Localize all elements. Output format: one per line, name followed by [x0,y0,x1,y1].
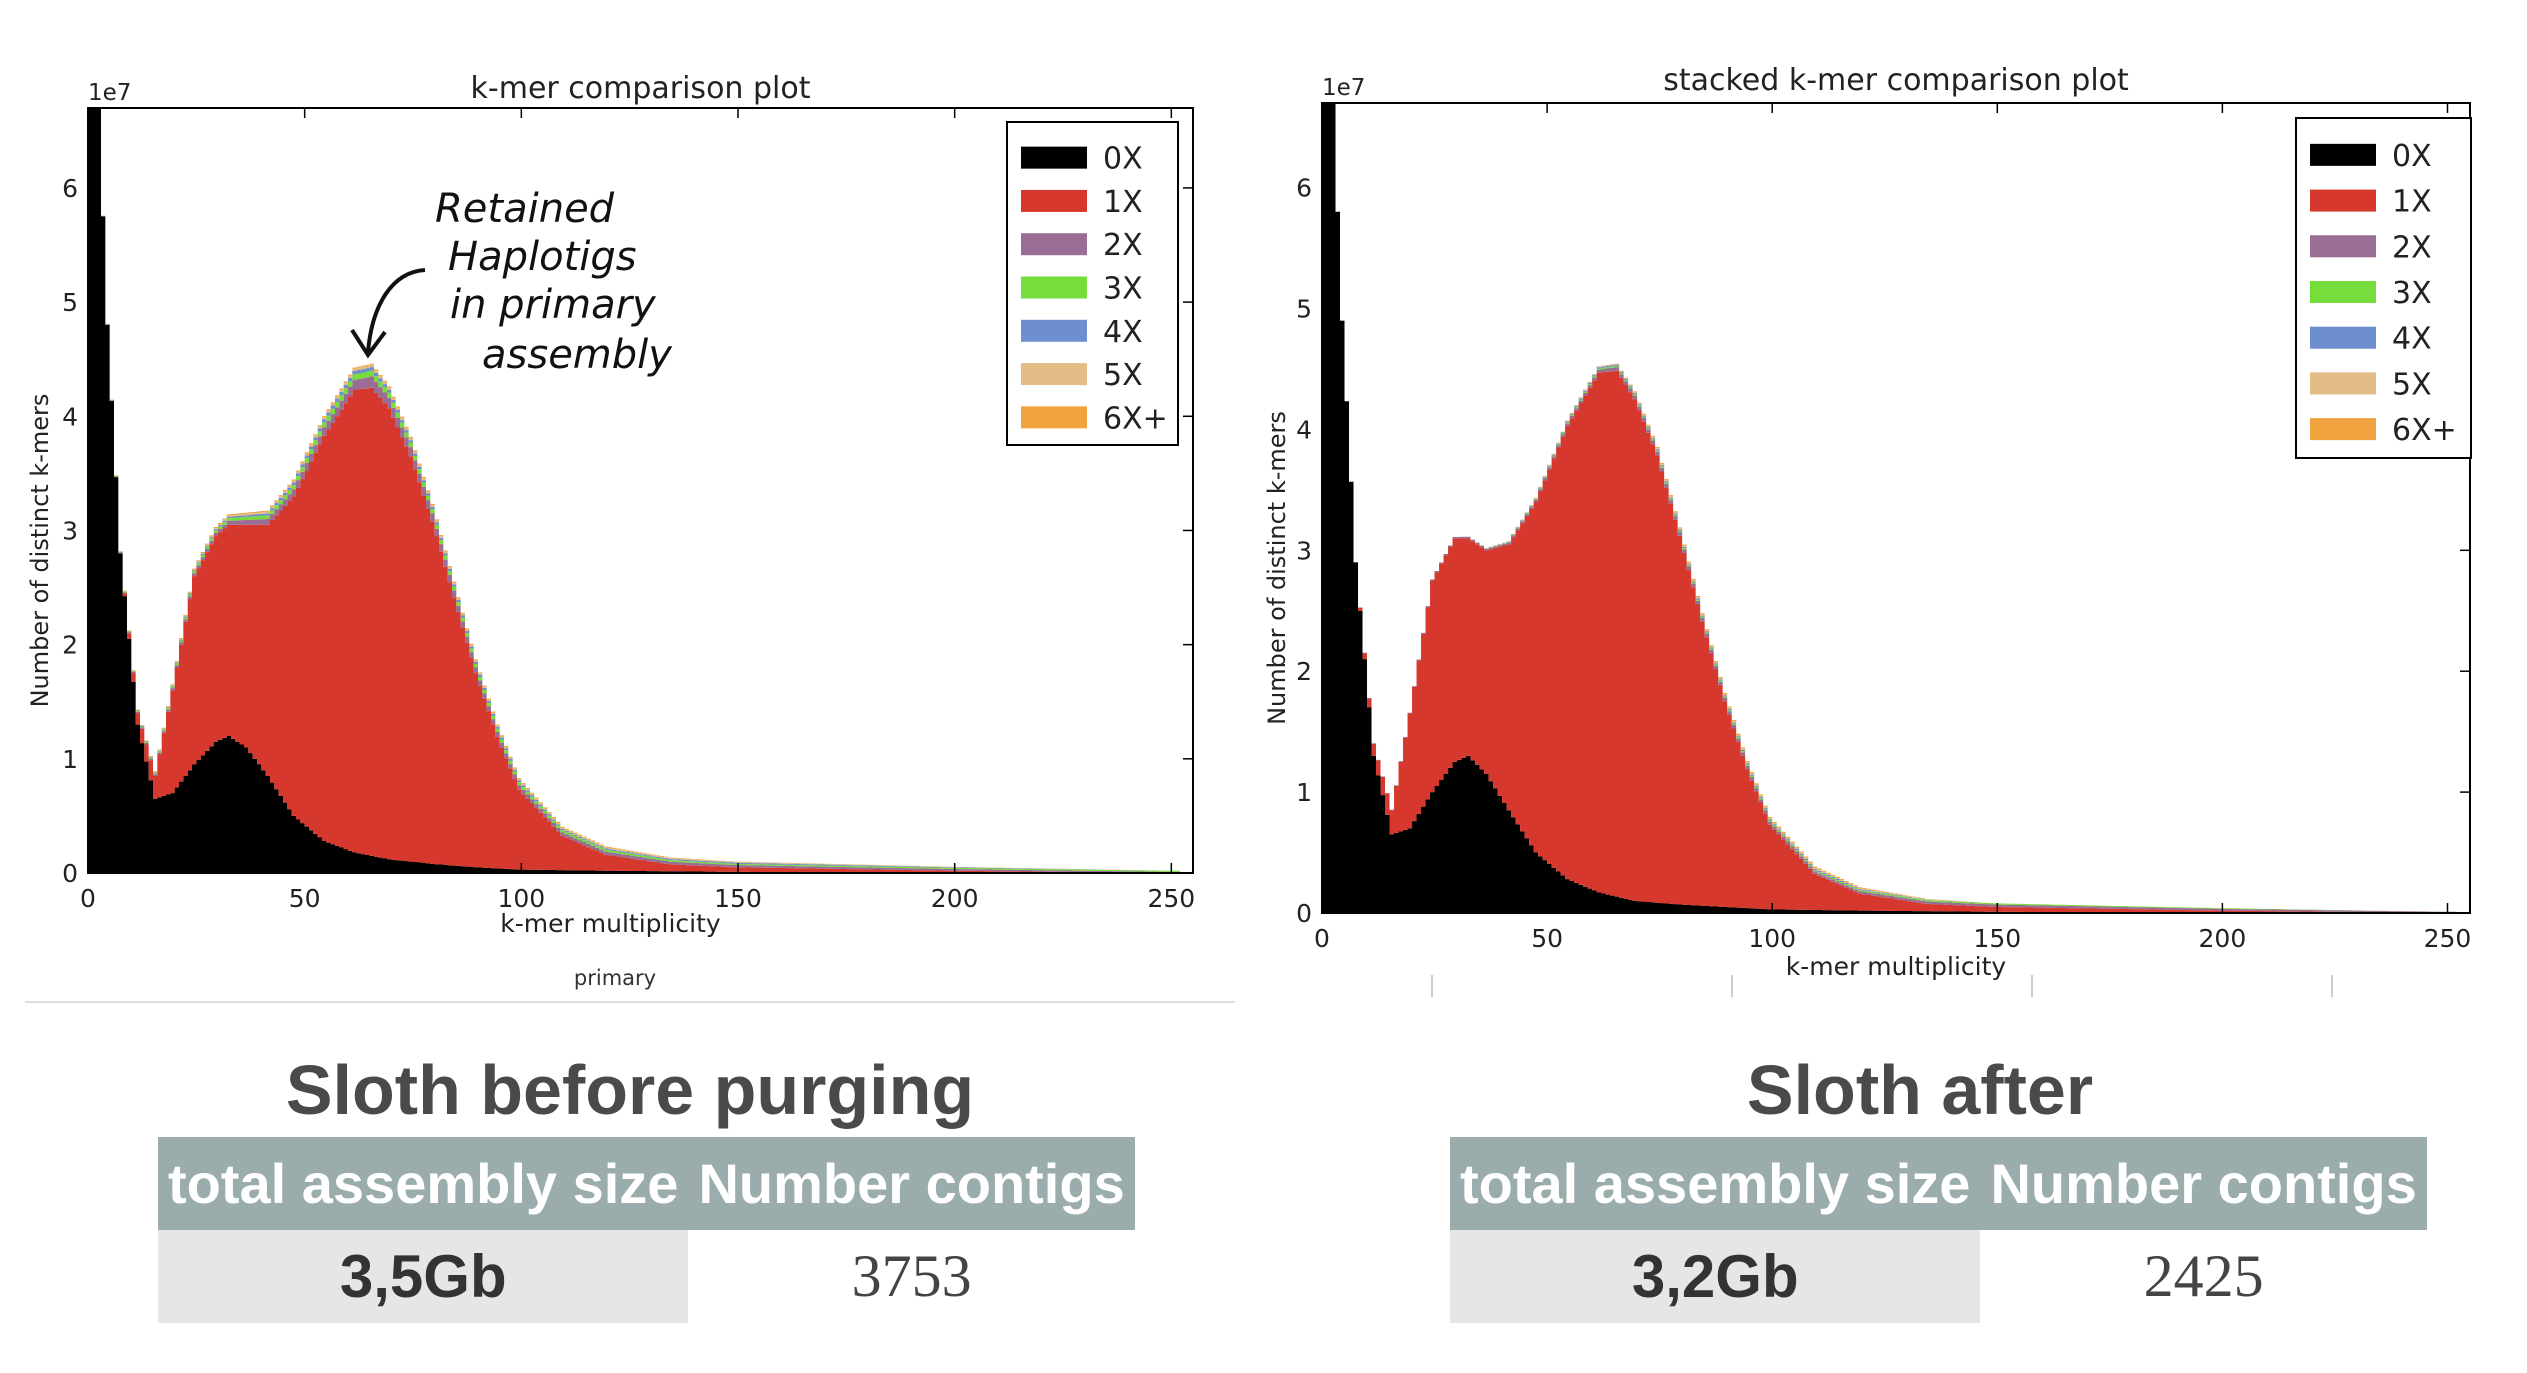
chart2-legend-swatch [2310,418,2376,441]
chart1-x-tick-label: 100 [497,884,545,913]
chart1-y-tick-label: 5 [62,288,78,317]
chart2-y-tick-label: 3 [1296,536,1312,565]
chart2-legend-label: 5X [2392,367,2432,402]
chart1-legend-swatch [1021,406,1087,429]
chart1-legend-swatch [1021,146,1087,169]
after-size-header: total assembly size [1450,1137,1981,1230]
chart1-x-tick-label: 150 [714,884,762,913]
chart2-legend-swatch [2310,189,2376,212]
chart2-legend-swatch [2310,143,2376,166]
chart2-legend-label: 3X [2392,276,2432,311]
chart1-title: k-mer comparison plot [471,71,811,106]
chart2-x-tick-label: 200 [2199,924,2247,953]
chart2-y-tick-label: 5 [1296,295,1312,324]
chart1-legend-swatch [1021,233,1087,256]
chart1-x-tick-label: 200 [931,884,979,913]
chart2-legend-swatch [2310,326,2376,349]
before-contigs-value: 3753 [688,1230,1135,1323]
chart1-y-scale-label: 1e7 [88,80,131,106]
chart2-x-tick-label: 0 [1314,924,1330,953]
chart1-legend-label: 6X+ [1103,401,1168,436]
chart1-caption: primary [574,966,656,990]
chart1-frame [87,107,1194,874]
before-size-value: 3,5Gb [158,1230,689,1323]
chart1-y-tick-label: 2 [62,631,78,660]
chart1-annotation-line: in primary [450,282,657,328]
chart1-legend-label: 0X [1103,142,1143,177]
chart1-annotation-line: Retained [435,186,615,232]
chart1-y-tick-label: 6 [62,174,78,203]
after-size-value: 3,2Gb [1450,1230,1981,1323]
chart1-annotation-line: assembly [482,332,673,378]
chart2-legend-label: 6X+ [2392,413,2457,448]
chart2-x-tick-label: 100 [1748,924,1796,953]
chart1-x-tick-label: 50 [289,884,321,913]
chart1-annotation-arrow [366,268,426,353]
chart1-y-tick-label: 0 [62,859,78,888]
chart1-legend-swatch [1021,189,1087,212]
chart2-title: stacked k-mer comparison plot [1663,63,2129,98]
chart2-y-tick-label: 4 [1296,415,1312,444]
after-stats-table: total assembly size Number contigs 3,2Gb… [1450,1137,2427,1323]
chart2-y-tick-label: 2 [1296,657,1312,686]
chart1-x-axis-label: k-mer multiplicity [500,909,721,938]
after-contigs-header: Number contigs [1980,1137,2427,1230]
chart1-x-tick-label: 0 [80,884,96,913]
before-title: Sloth before purging [285,1051,975,1129]
chart2-y-tick-label: 6 [1296,174,1312,203]
chart2-frame [1321,102,2471,914]
chart1-legend-swatch [1021,363,1087,386]
chart1-y-axis-label: Number of distinct k-mers [26,394,54,708]
chart2-x-tick-label: 150 [1973,924,2021,953]
before-size-header: total assembly size [158,1137,689,1230]
chart2-x-axis-label: k-mer multiplicity [1786,952,2007,981]
chart2-y-axis-label: Number of distinct k-mers [1263,411,1291,725]
chart1-legend-swatch [1021,319,1087,342]
chart2-legend-swatch [2310,281,2376,303]
chart1-legend-label: 2X [1103,228,1143,263]
after-contigs-value: 2425 [1980,1230,2427,1323]
chart2-area-1x [1322,103,2457,913]
chart1-y-tick-label: 4 [62,402,78,431]
chart2-x-tick-label: 250 [2424,924,2472,953]
chart2-y-tick-label: 0 [1296,899,1312,928]
chart2-legend-swatch [2310,235,2376,258]
before-stats-table: total assembly size Number contigs 3,5Gb… [158,1137,1135,1323]
chart2-legend-label: 1X [2392,185,2432,220]
after-title: Sloth after [1746,1051,2094,1129]
chart1-y-tick-label: 1 [62,745,78,774]
chart2-legend-label: 0X [2392,139,2432,174]
chart2-area-0x [1322,103,2457,913]
chart1-legend-label: 1X [1103,185,1143,220]
chart1-legend-label: 3X [1103,272,1143,307]
chart1-annotation-line: Haplotigs [448,234,637,280]
chart2-legend-label: 4X [2392,322,2432,357]
chart1-legend-label: 5X [1103,358,1143,393]
chart2-x-tick-label: 50 [1531,924,1563,953]
chart1-legend-label: 4X [1103,315,1143,350]
chart2-y-scale-label: 1e7 [1322,75,1365,101]
chart1-area-0x [88,108,1180,873]
chart2-legend-label: 2X [2392,230,2432,265]
chart1-annotation-arrowhead [350,328,387,359]
chart1-area-1x [88,108,1180,873]
chart2-legend-swatch [2310,372,2376,395]
chart2-y-tick-label: 1 [1296,778,1312,807]
before-contigs-header: Number contigs [688,1137,1135,1230]
chart1-x-tick-label: 250 [1147,884,1195,913]
chart1-y-tick-label: 3 [62,516,78,545]
chart1-legend-swatch [1021,276,1087,299]
